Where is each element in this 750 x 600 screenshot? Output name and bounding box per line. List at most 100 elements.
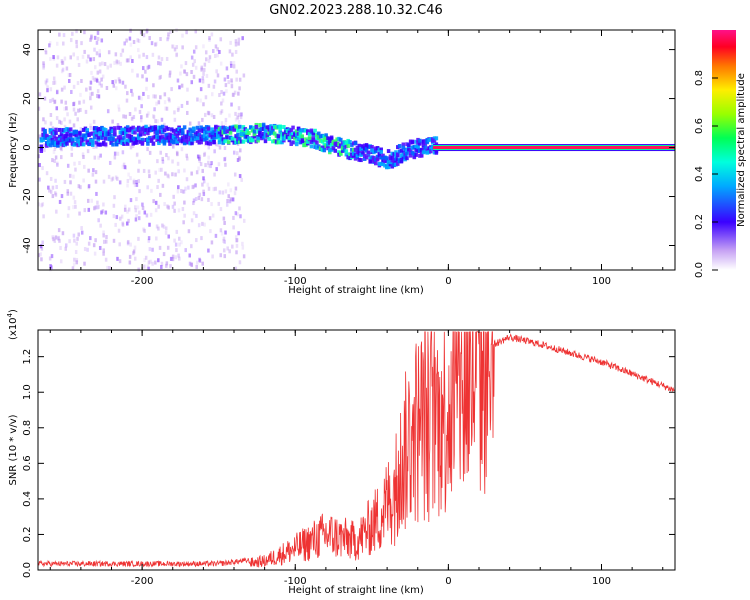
noise-dot	[234, 49, 238, 54]
ridge-cell	[215, 133, 220, 138]
noise-dot	[213, 172, 216, 177]
noise-dot	[204, 112, 207, 117]
noise-dot	[179, 71, 182, 76]
noise-dot	[108, 266, 111, 271]
noise-dot	[51, 185, 55, 190]
ridge-cell	[397, 149, 402, 154]
noise-dot	[134, 217, 138, 222]
ridge-cell	[225, 135, 229, 140]
ridge-cell	[326, 136, 330, 141]
noise-dot	[69, 55, 72, 60]
ridge-cell	[159, 138, 163, 143]
ridge-cell	[111, 142, 115, 147]
noise-dot	[89, 96, 92, 101]
noise-dot	[200, 197, 204, 202]
ridge-cell	[206, 141, 211, 146]
ridge-cell	[212, 136, 216, 141]
noise-dot	[114, 222, 117, 227]
noise-dot	[235, 238, 238, 243]
noise-dot	[198, 258, 202, 263]
ridge-cell	[236, 128, 240, 133]
ridge-cell	[377, 152, 382, 157]
noise-dot	[101, 61, 104, 66]
ridge-cell	[359, 144, 363, 149]
noise-dot	[167, 234, 170, 239]
noise-dot	[188, 121, 192, 126]
noise-dot	[64, 125, 67, 130]
ridge-cell	[405, 142, 409, 147]
ridge-cell	[162, 141, 167, 146]
noise-dot	[180, 103, 184, 108]
noise-dot	[234, 39, 238, 44]
ridge-cell	[182, 138, 187, 143]
noise-dot	[66, 163, 70, 168]
ridge-cell	[201, 129, 205, 134]
noise-dot	[172, 144, 175, 149]
noise-dot	[49, 176, 53, 181]
noise-dot	[62, 33, 66, 38]
noise-dot	[214, 186, 217, 191]
ridge-cell	[147, 127, 152, 132]
ridge-cell	[357, 157, 361, 162]
noise-dot	[185, 30, 188, 35]
noise-dot	[107, 174, 111, 179]
ridge-cell	[322, 145, 327, 150]
noise-dot	[150, 188, 153, 193]
ridge-cell	[56, 140, 60, 145]
ridge-cell	[309, 139, 314, 144]
noise-dot	[171, 257, 175, 262]
noise-dot	[182, 189, 186, 194]
ridge-cell	[168, 136, 172, 141]
ridge-cell	[217, 134, 222, 139]
ridge-cell	[234, 140, 238, 145]
noise-dot	[182, 220, 185, 225]
ridge-cell	[122, 131, 126, 136]
ridge-cell	[315, 133, 319, 138]
noise-dot	[154, 200, 158, 205]
noise-dot	[237, 41, 240, 46]
figure-title: GN02.2023.288.10.32.C46	[269, 3, 443, 18]
ridge-cell	[238, 136, 242, 141]
noise-dot	[113, 195, 116, 200]
noise-dot	[235, 250, 238, 255]
ridge-cell	[302, 140, 306, 145]
ridge-cell	[188, 132, 192, 137]
ridge-cell	[70, 141, 75, 146]
noise-dot	[207, 155, 210, 160]
ridge-cell	[414, 152, 418, 157]
ridge-cell	[219, 128, 224, 133]
noise-dot	[43, 96, 47, 101]
noise-dot	[211, 213, 215, 218]
ridge-cell	[254, 139, 259, 144]
ridge-cell	[322, 142, 327, 147]
noise-dot	[81, 152, 85, 157]
ridge-cell	[199, 125, 203, 130]
ridge-cell	[155, 130, 159, 135]
noise-dot	[147, 169, 151, 174]
ridge-cell	[429, 149, 433, 154]
ridge-cell	[377, 161, 382, 166]
noise-dot	[221, 190, 225, 195]
ridge-cell	[171, 134, 176, 139]
noise-dot	[60, 120, 63, 125]
noise-dot	[40, 203, 43, 208]
noise-dot	[173, 47, 177, 52]
ridge-cell	[136, 128, 141, 133]
noise-dot	[127, 58, 130, 63]
noise-dot	[92, 243, 96, 248]
ridge-cell	[359, 152, 363, 157]
ridge-cell	[427, 146, 431, 151]
ridge-cell	[392, 162, 396, 167]
ridge-cell	[381, 159, 385, 164]
noise-dot	[236, 115, 239, 120]
ridge-cell	[160, 124, 165, 129]
noise-dot	[104, 210, 108, 215]
noise-dot	[158, 245, 162, 250]
ridge-cell	[125, 127, 130, 132]
noise-dot	[152, 83, 155, 88]
noise-dot	[121, 221, 124, 226]
noise-dot	[143, 210, 147, 215]
ridge-cell	[269, 124, 273, 129]
spectrogram-scatter	[37, 28, 246, 272]
ridge-cell	[203, 130, 207, 135]
